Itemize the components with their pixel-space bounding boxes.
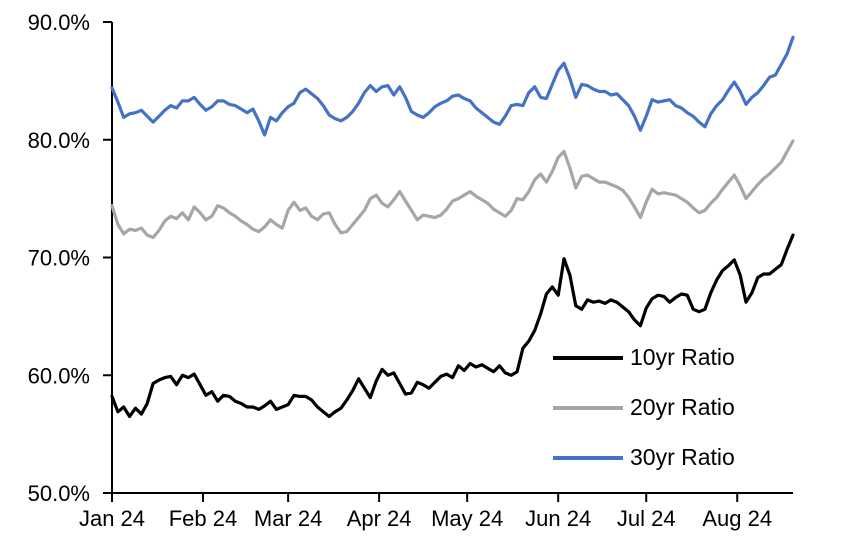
x-tick-label: Jul 24 [617, 506, 676, 531]
legend-line-swatch-10yr [553, 355, 623, 360]
x-tick-label: Jan 24 [79, 506, 145, 531]
legend-item-20yr: 20yr Ratio [553, 394, 793, 421]
series-line-20yr-ratio [110, 139, 795, 240]
series-line-10yr-ratio [110, 233, 795, 419]
legend-label-10yr: 10yr Ratio [630, 344, 735, 370]
x-tick-label: Jun 24 [525, 506, 591, 531]
x-tick-label: Apr 24 [347, 506, 412, 531]
legend: 10yr Ratio 20yr Ratio 30yr Ratio [553, 344, 793, 494]
legend-line-swatch-30yr [553, 455, 623, 460]
y-tick-label: 90.0% [28, 10, 90, 35]
y-tick-label: 50.0% [28, 481, 90, 506]
legend-line-swatch-20yr [553, 405, 623, 410]
legend-label-20yr: 20yr Ratio [630, 394, 735, 420]
x-tick-label: May 24 [431, 506, 503, 531]
x-tick-label: Aug 24 [702, 506, 772, 531]
legend-item-10yr: 10yr Ratio [553, 344, 793, 371]
series-line-30yr-ratio [110, 35, 795, 137]
legend-label-30yr: 30yr Ratio [630, 444, 735, 470]
y-tick-label: 80.0% [28, 128, 90, 153]
x-tick-label: Mar 24 [254, 506, 322, 531]
legend-item-30yr: 30yr Ratio [553, 444, 793, 471]
y-tick-label: 60.0% [28, 363, 90, 388]
x-tick-label: Feb 24 [169, 506, 238, 531]
y-tick-label: 70.0% [28, 246, 90, 271]
